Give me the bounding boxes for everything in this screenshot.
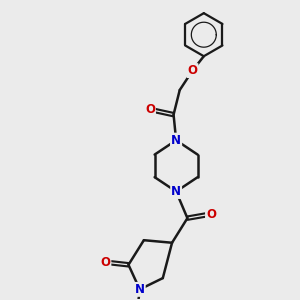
Text: O: O xyxy=(145,103,155,116)
Text: N: N xyxy=(135,283,145,296)
Text: N: N xyxy=(171,185,181,198)
Text: N: N xyxy=(171,134,181,147)
Text: O: O xyxy=(100,256,110,269)
Text: O: O xyxy=(206,208,216,220)
Text: O: O xyxy=(188,64,197,77)
Text: N: N xyxy=(171,134,181,147)
